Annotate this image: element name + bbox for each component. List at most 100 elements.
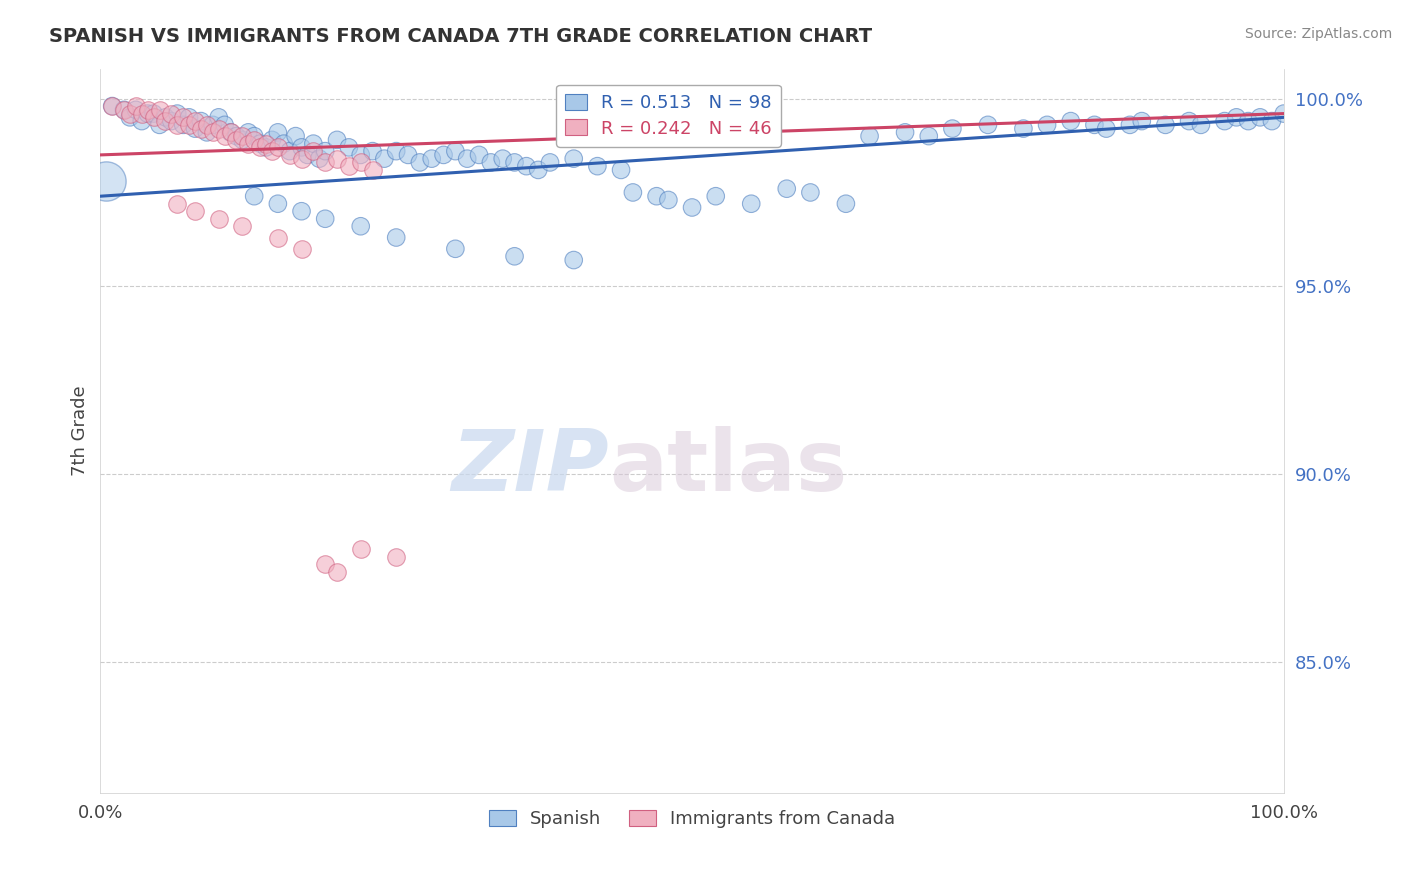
Point — [385, 230, 408, 244]
Point — [208, 111, 231, 125]
Point — [243, 189, 266, 203]
Point — [610, 162, 633, 177]
Point — [254, 136, 277, 151]
Point — [444, 144, 467, 158]
Point — [385, 144, 408, 158]
Text: atlas: atlas — [609, 425, 848, 508]
Point — [208, 211, 231, 226]
Point — [681, 201, 703, 215]
Point — [503, 249, 526, 263]
Point — [1213, 114, 1236, 128]
Text: SPANISH VS IMMIGRANTS FROM CANADA 7TH GRADE CORRELATION CHART: SPANISH VS IMMIGRANTS FROM CANADA 7TH GR… — [49, 27, 872, 45]
Point — [479, 155, 502, 169]
Point — [1178, 114, 1201, 128]
Point — [160, 114, 183, 128]
Y-axis label: 7th Grade: 7th Grade — [72, 385, 89, 476]
Point — [290, 140, 312, 154]
Point — [179, 111, 201, 125]
Point — [302, 136, 325, 151]
Point — [290, 152, 312, 166]
Point — [290, 204, 312, 219]
Point — [456, 152, 478, 166]
Point — [1130, 114, 1153, 128]
Point — [184, 114, 207, 128]
Point — [538, 155, 561, 169]
Point — [101, 99, 124, 113]
Point — [373, 152, 395, 166]
Text: Source: ZipAtlas.com: Source: ZipAtlas.com — [1244, 27, 1392, 41]
Point — [858, 129, 880, 144]
Point — [1154, 118, 1177, 132]
Point — [1036, 118, 1059, 132]
Point — [515, 159, 537, 173]
Point — [326, 133, 349, 147]
Point — [179, 118, 201, 132]
Point — [243, 133, 266, 147]
Point — [302, 144, 325, 158]
Point — [267, 140, 290, 154]
Point — [166, 106, 188, 120]
Point — [243, 129, 266, 144]
Point — [148, 118, 170, 132]
Point — [941, 121, 963, 136]
Point — [166, 118, 188, 132]
Point — [172, 111, 194, 125]
Point — [219, 125, 242, 139]
Point — [657, 193, 679, 207]
Point — [195, 118, 218, 132]
Point — [184, 121, 207, 136]
Point — [799, 186, 821, 200]
Point — [267, 196, 290, 211]
Point — [273, 136, 295, 151]
Point — [160, 106, 183, 120]
Point — [96, 174, 118, 188]
Point — [645, 189, 668, 203]
Point — [148, 103, 170, 117]
Point — [350, 219, 373, 234]
Point — [326, 152, 349, 166]
Point — [118, 106, 141, 120]
Point — [776, 182, 799, 196]
Point — [1083, 118, 1105, 132]
Point — [249, 140, 271, 154]
Point — [350, 155, 373, 169]
Point — [562, 253, 585, 268]
Point — [314, 558, 336, 572]
Point — [155, 114, 177, 128]
Point — [290, 242, 312, 256]
Point — [118, 111, 141, 125]
Point — [704, 189, 727, 203]
Point — [190, 114, 212, 128]
Point — [278, 148, 301, 162]
Point — [260, 133, 283, 147]
Point — [219, 125, 242, 139]
Legend: Spanish, Immigrants from Canada: Spanish, Immigrants from Canada — [482, 802, 903, 835]
Point — [238, 136, 260, 151]
Point — [172, 118, 194, 132]
Point — [562, 152, 585, 166]
Point — [131, 114, 153, 128]
Point — [142, 111, 165, 125]
Point — [385, 549, 408, 564]
Point — [231, 219, 253, 234]
Point — [350, 542, 373, 557]
Point — [396, 148, 419, 162]
Point — [740, 196, 762, 211]
Point — [977, 118, 1000, 132]
Point — [409, 155, 432, 169]
Point — [468, 148, 491, 162]
Point — [326, 565, 349, 579]
Point — [1261, 114, 1284, 128]
Point — [420, 152, 443, 166]
Point — [190, 121, 212, 136]
Point — [125, 99, 148, 113]
Point — [125, 103, 148, 117]
Point — [136, 103, 159, 117]
Point — [201, 125, 224, 139]
Point — [527, 162, 550, 177]
Point — [1095, 121, 1118, 136]
Point — [314, 144, 336, 158]
Point — [166, 196, 188, 211]
Point — [112, 103, 135, 117]
Point — [231, 129, 253, 144]
